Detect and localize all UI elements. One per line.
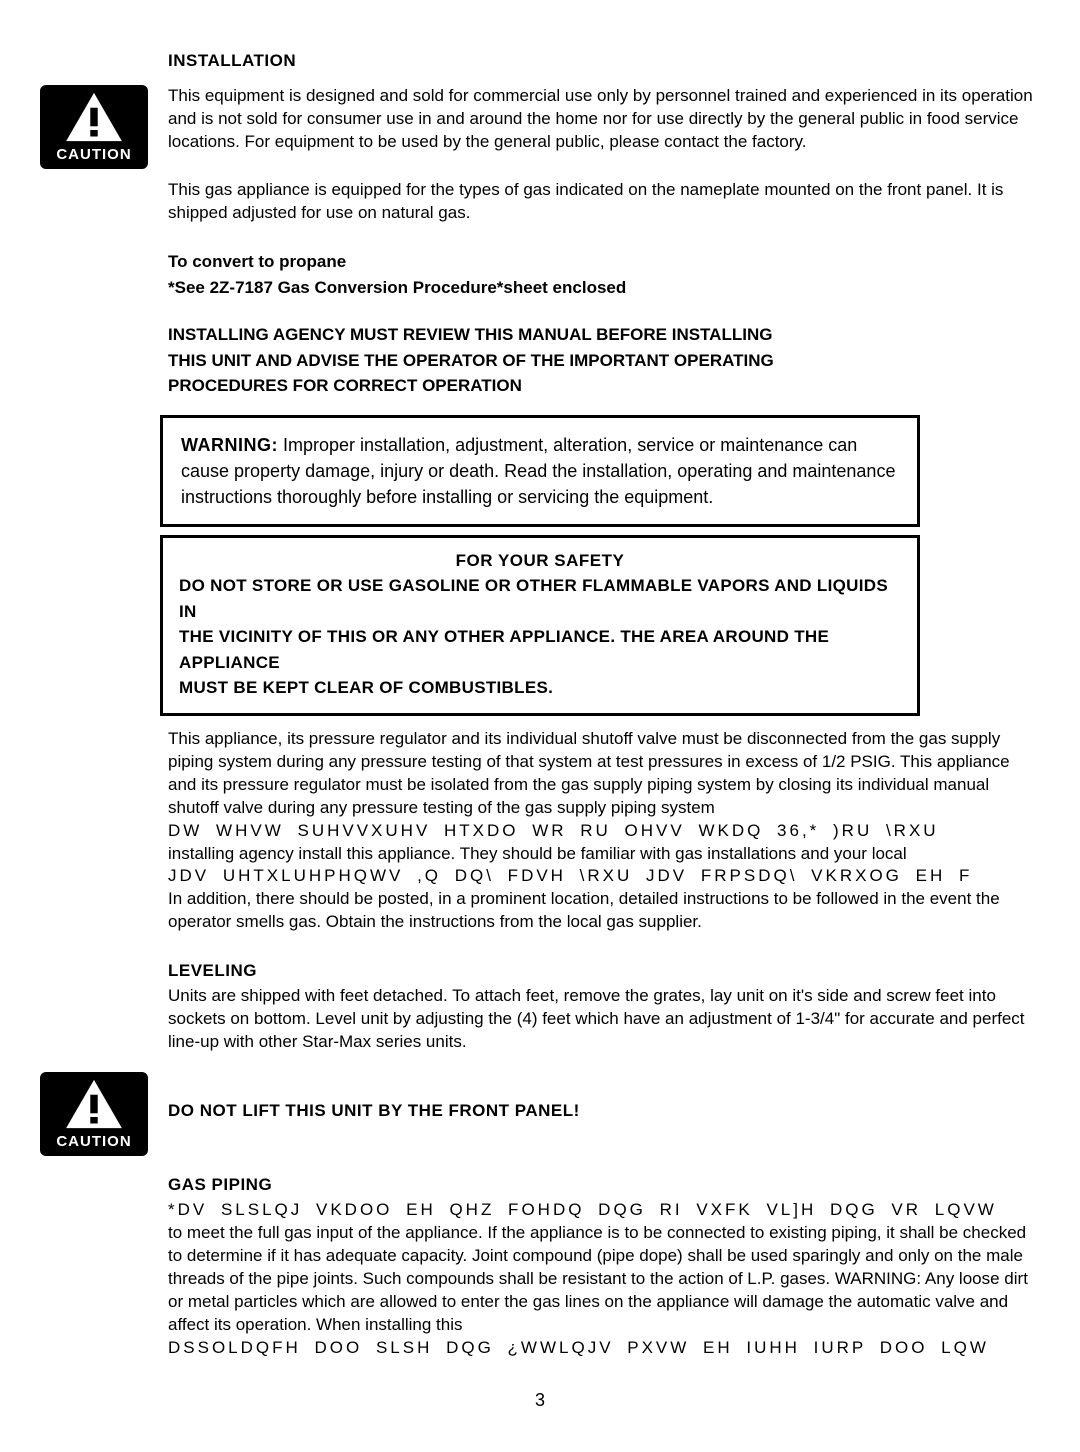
disconnect-b: In addition, there should be posted, in … (168, 889, 1000, 931)
piping-section: GAS PIPING *DV SLSLQJ VKDOO EH QHZ FOHDQ… (168, 1174, 1030, 1360)
conversion-line-2: *See 2Z-7187 Gas Conversion Procedure*sh… (168, 275, 1030, 301)
agency-line-2: THIS UNIT AND ADVISE THE OPERATOR OF THE… (168, 348, 1030, 374)
disconnect-spaced-1: DW WHVW SUHVVXUHV HTXDO WR RU OHVV WKDQ … (168, 820, 1030, 843)
heading-installation: INSTALLATION (168, 50, 1040, 73)
page-number: 3 (40, 1388, 1040, 1412)
caution-icon-block-2: CAUTION (40, 1072, 148, 1156)
warning-box: WARNING: Improper installation, adjustme… (160, 415, 920, 527)
commercial-use-paragraph: This equipment is designed and sold for … (168, 85, 1040, 154)
agency-line-3: PROCEDURES FOR CORRECT OPERATION (168, 373, 1030, 399)
lift-warning: DO NOT LIFT THIS UNIT BY THE FRONT PANEL… (168, 1100, 1040, 1123)
disconnect-a: This appliance, its pressure regulator a… (168, 729, 1010, 817)
safety-line-1: DO NOT STORE OR USE GASOLINE OR OTHER FL… (179, 573, 901, 624)
safety-line-3: MUST BE KEPT CLEAR OF COMBUSTIBLES. (179, 675, 901, 701)
disconnect-spaced-2: JDV UHTXLUHPHQWV ,Q DQ\ FDVH \RXU JDV FR… (168, 865, 1030, 888)
caution-row-1: CAUTION This equipment is designed and s… (40, 85, 1040, 169)
leveling-paragraph: Units are shipped with feet detached. To… (168, 985, 1030, 1054)
safety-title: FOR YOUR SAFETY (179, 548, 901, 574)
leveling-section: LEVELING Units are shipped with feet det… (168, 960, 1030, 1054)
warning-triangle-icon (64, 1078, 124, 1130)
conversion-line-1: To convert to propane (168, 249, 1030, 275)
caution-row-2: CAUTION DO NOT LIFT THIS UNIT BY THE FRO… (40, 1072, 1040, 1156)
conversion-block: To convert to propane *See 2Z-7187 Gas C… (168, 249, 1030, 300)
gas-types-paragraph: This gas appliance is equipped for the t… (168, 179, 1030, 225)
caution-label-2: CAUTION (40, 1132, 148, 1152)
caution-label: CAUTION (40, 145, 148, 165)
piping-spaced-2: DSSOLDQFH DOO SLSH DQG ¿WWLQJV PXVW EH I… (168, 1337, 1030, 1360)
caution-icon-block: CAUTION (40, 85, 148, 169)
safety-box: FOR YOUR SAFETY DO NOT STORE OR USE GASO… (160, 535, 920, 716)
agency-block: INSTALLING AGENCY MUST REVIEW THIS MANUA… (168, 322, 1030, 399)
warning-triangle-icon (64, 91, 124, 143)
disconnect-paragraph: This appliance, its pressure regulator a… (168, 728, 1030, 934)
piping-paragraph: to meet the full gas input of the applia… (168, 1223, 1028, 1334)
disconnect-mid: installing agency install this appliance… (168, 844, 907, 863)
safety-line-2: THE VICINITY OF THIS OR ANY OTHER APPLIA… (179, 624, 901, 675)
piping-heading: GAS PIPING (168, 1174, 1030, 1197)
agency-line-1: INSTALLING AGENCY MUST REVIEW THIS MANUA… (168, 322, 1030, 348)
piping-spaced-1: *DV SLSLQJ VKDOO EH QHZ FOHDQ DQG RI VXF… (168, 1199, 1030, 1222)
warning-prefix: WARNING: (181, 435, 278, 455)
leveling-heading: LEVELING (168, 960, 1030, 983)
warning-body: Improper installation, adjustment, alter… (181, 435, 895, 507)
